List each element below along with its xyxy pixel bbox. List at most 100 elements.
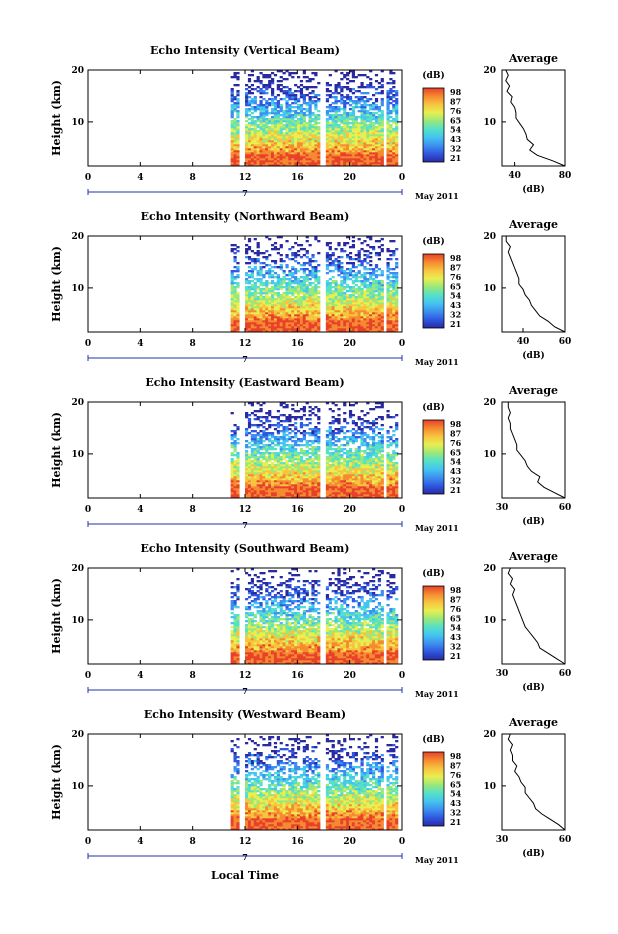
heatmap-cell <box>381 310 384 312</box>
heatmap-cell <box>303 128 306 130</box>
heatmap-cell <box>288 116 291 118</box>
heatmap-cell <box>332 466 335 468</box>
heatmap-cell <box>297 114 300 116</box>
heatmap-cell <box>386 90 389 92</box>
heatmap-cell <box>326 120 329 122</box>
heatmap-cell <box>337 152 340 154</box>
heatmap-cell <box>346 268 349 270</box>
heatmap-cell <box>309 106 312 108</box>
heatmap-cell <box>360 282 363 284</box>
heatmap-cell <box>277 118 280 120</box>
heatmap-cell <box>231 244 234 246</box>
heatmap-cell <box>274 286 277 288</box>
heatmap-cell <box>349 100 352 102</box>
heatmap-cell <box>291 462 294 464</box>
heatmap-cell <box>233 106 236 108</box>
heatmap-cell <box>265 292 268 294</box>
heatmap-cell <box>248 142 251 144</box>
heatmap-cell <box>381 308 384 310</box>
heatmap-cell <box>251 122 254 124</box>
heatmap-cell <box>251 274 254 276</box>
heatmap-cell <box>271 276 274 278</box>
heatmap-cell <box>311 72 314 74</box>
heatmap-cell <box>265 132 268 134</box>
heatmap-cell <box>265 462 268 464</box>
heatmap-cell <box>285 254 288 256</box>
heatmap-cell <box>309 140 312 142</box>
heatmap-cell <box>346 134 349 136</box>
heatmap-cell <box>337 84 340 86</box>
heatmap-cell <box>360 312 363 314</box>
heatmap-cell <box>349 466 352 468</box>
heatmap-cell <box>346 298 349 300</box>
heatmap-cell <box>288 476 291 478</box>
heatmap-cell <box>332 282 335 284</box>
heatmap-cell <box>363 314 366 316</box>
heatmap-cell <box>349 318 352 320</box>
heatmap-cell <box>392 490 395 492</box>
heatmap-cell <box>395 118 398 120</box>
heatmap-cell <box>236 116 239 118</box>
heatmap-cell <box>271 476 274 478</box>
heatmap-cell <box>259 72 262 74</box>
heatmap-cell <box>386 160 389 162</box>
heatmap-cell <box>352 288 355 290</box>
heatmap-cell <box>369 282 372 284</box>
heatmap-cell <box>343 452 346 454</box>
heatmap-cell <box>335 96 338 98</box>
heatmap-cell <box>236 246 239 248</box>
heatmap-cell <box>288 482 291 484</box>
heatmap-cell <box>297 464 300 466</box>
heatmap-cell <box>283 86 286 88</box>
heatmap-cell <box>381 462 384 464</box>
heatmap-cell <box>280 296 283 298</box>
heatmap-cell <box>378 108 381 110</box>
heatmap-cell <box>236 154 239 156</box>
heatmap-cell <box>337 130 340 132</box>
heatmap-cell <box>363 306 366 308</box>
heatmap-cell <box>303 492 306 494</box>
heatmap-cell <box>386 122 389 124</box>
heatmap-cell <box>268 86 271 88</box>
heatmap-cell <box>363 326 366 328</box>
heatmap-cell <box>294 488 297 490</box>
heatmap-cell <box>257 156 260 158</box>
heatmap-cell <box>280 114 283 116</box>
heatmap-cell <box>337 450 340 452</box>
heatmap-cell <box>340 132 343 134</box>
heatmap-cell <box>369 488 372 490</box>
heatmap-cell <box>329 294 332 296</box>
heatmap-cell <box>317 128 320 130</box>
heatmap-cell <box>306 262 309 264</box>
heatmap-cell <box>363 132 366 134</box>
heatmap-cell <box>381 92 384 94</box>
heatmap-cell <box>303 86 306 88</box>
heatmap-cell <box>326 134 329 136</box>
heatmap-cell <box>366 256 369 258</box>
heatmap-cell <box>274 108 277 110</box>
heatmap-cell <box>257 464 260 466</box>
heatmap-cell <box>346 484 349 486</box>
heatmap-cell <box>297 468 300 470</box>
heatmap-cell <box>372 102 375 104</box>
heatmap-cell <box>288 304 291 306</box>
heatmap-cell <box>245 478 248 480</box>
heatmap-cell <box>254 464 257 466</box>
heatmap-cell <box>297 314 300 316</box>
heatmap-cell <box>233 460 236 462</box>
heatmap-cell <box>355 318 358 320</box>
heatmap-cell <box>283 156 286 158</box>
heatmap-cell <box>355 76 358 78</box>
heatmap-cell <box>231 280 234 282</box>
heatmap-cell <box>262 274 265 276</box>
heatmap-cell <box>358 314 361 316</box>
heatmap-cell <box>369 274 372 276</box>
heatmap-cell <box>303 302 306 304</box>
heatmap-cell <box>257 274 260 276</box>
heatmap-cell <box>271 158 274 160</box>
heatmap-cell <box>268 470 271 472</box>
heatmap-cell <box>372 482 375 484</box>
heatmap-cell <box>326 488 329 490</box>
heatmap-cell <box>358 320 361 322</box>
heatmap-cell <box>363 86 366 88</box>
